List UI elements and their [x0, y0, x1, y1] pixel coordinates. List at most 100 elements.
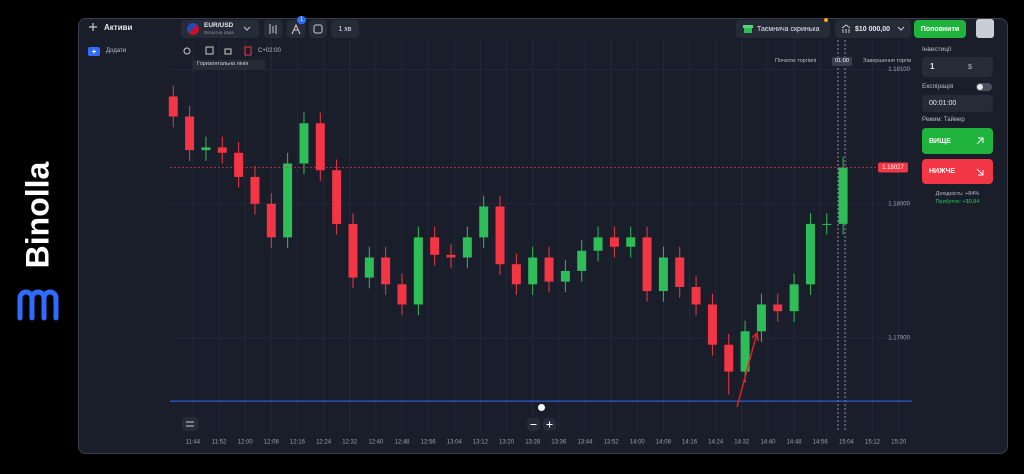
drawing-badge: 1	[297, 16, 306, 24]
brand-logo	[17, 289, 59, 321]
candle-body	[724, 344, 734, 372]
zoom-in-icon	[546, 421, 553, 428]
candle-body	[691, 287, 701, 305]
x-tick-label: 12:40	[368, 440, 384, 446]
candle-body	[185, 116, 195, 151]
deposit-label: Поповнити	[920, 26, 960, 33]
x-tick-label: 14:40	[760, 440, 776, 446]
candle-body	[234, 152, 244, 177]
app-window	[78, 18, 1008, 454]
settings-button[interactable]	[182, 417, 198, 431]
annotation-arrow	[736, 331, 759, 408]
investment-value: 1	[930, 62, 935, 71]
x-tick-label: 14:00	[630, 440, 646, 446]
y-tick-label: 1.18100	[888, 67, 910, 73]
higher-label: ВИЩЕ	[929, 138, 951, 145]
x-tick-label: 13:44	[577, 440, 593, 446]
yield-label: Дохідність: +84%	[935, 191, 980, 197]
current-price-tag	[878, 162, 908, 173]
candle-body	[299, 123, 309, 164]
current-price-label: 1.18027	[882, 165, 904, 171]
candle-body	[609, 237, 619, 247]
add-icon	[92, 49, 96, 54]
lower-button[interactable]	[922, 159, 993, 184]
candle-body	[217, 147, 227, 153]
pair-selector[interactable]	[181, 20, 259, 38]
chevron	[243, 26, 251, 31]
x-tick-label: 14:32	[734, 440, 750, 446]
higher-button[interactable]	[922, 128, 993, 154]
candle-body	[332, 170, 342, 224]
candle-body	[756, 304, 766, 332]
candle-body	[397, 284, 407, 305]
candle-body	[283, 163, 293, 238]
drawing-label: Горизонтальна лінія	[197, 61, 249, 67]
deposit-button[interactable]	[914, 20, 966, 38]
candle-body	[577, 250, 587, 271]
y-tick-label: 1.17900	[888, 336, 910, 342]
x-tick-label: 14:24	[708, 440, 724, 446]
expiration-label: Експірація	[922, 83, 954, 90]
timeframe-label: 1 хв	[338, 26, 352, 33]
chart-type-icon	[313, 24, 323, 34]
zoom-out-icon	[530, 424, 537, 425]
timer-label: 01:00	[835, 58, 849, 64]
drawing-icon	[291, 23, 301, 35]
x-tick-label: 11:44	[186, 440, 201, 446]
candle-body	[805, 223, 815, 285]
pair-flag	[187, 23, 199, 35]
expiration-toggle[interactable]	[976, 83, 992, 91]
assets-label[interactable]: Активи	[104, 23, 133, 32]
chart-type-button[interactable]	[309, 20, 327, 38]
avatar[interactable]	[976, 19, 994, 38]
timer-tag	[832, 57, 852, 66]
x-tick-label: 14:56	[813, 440, 829, 446]
mystery-box-button[interactable]	[736, 20, 830, 38]
time-value: 00:01:00	[929, 100, 957, 107]
brand: Binolla	[17, 161, 59, 321]
candle-body	[250, 176, 260, 204]
candle-body	[495, 206, 505, 265]
candle-body	[446, 254, 456, 258]
x-tick-label: 13:12	[473, 440, 489, 446]
assets-icon	[89, 23, 97, 31]
candle-body	[381, 257, 391, 285]
time-input[interactable]	[922, 95, 993, 112]
lower-arrow	[976, 168, 984, 176]
x-tick-label: 14:48	[787, 440, 803, 446]
currency: $	[968, 64, 972, 71]
x-tick-label: 13:28	[525, 440, 541, 446]
balance-value: $10 000,00	[855, 26, 891, 33]
add-label[interactable]: Додати	[106, 48, 127, 54]
candle-body	[838, 167, 848, 224]
settings-icon	[186, 421, 194, 427]
candle-body	[560, 270, 570, 282]
x-tick-label: 13:36	[551, 440, 567, 446]
higher-arrow	[976, 137, 984, 145]
candle-body	[348, 223, 358, 278]
candle-body	[168, 96, 178, 117]
candle-body	[266, 203, 276, 238]
indicators-icon	[269, 24, 277, 34]
x-tick-label: 14:16	[682, 440, 698, 446]
candle-body	[773, 304, 783, 312]
drawing-button[interactable]	[287, 20, 305, 38]
x-tick-label: 15:12	[865, 440, 881, 446]
profit-label: Прибуток: +$0,84	[935, 199, 980, 205]
x-tick-label: 12:08	[264, 440, 280, 446]
candle-body	[479, 206, 489, 238]
investment-label: Інвестиції	[922, 46, 952, 53]
candle-body	[707, 304, 717, 345]
timezone[interactable]: C+02:00	[258, 48, 281, 54]
x-tick-label: 13:04	[447, 440, 463, 446]
candle-body	[675, 257, 685, 288]
investment-input[interactable]	[922, 57, 993, 77]
x-tick-label: 12:24	[316, 440, 332, 446]
drawing-chip[interactable]	[193, 60, 265, 70]
timeframe-button[interactable]	[331, 20, 359, 38]
balance-selector[interactable]	[835, 20, 911, 38]
line-handle[interactable]	[538, 404, 545, 411]
trade-end-label: Завершення торгів	[863, 58, 912, 64]
